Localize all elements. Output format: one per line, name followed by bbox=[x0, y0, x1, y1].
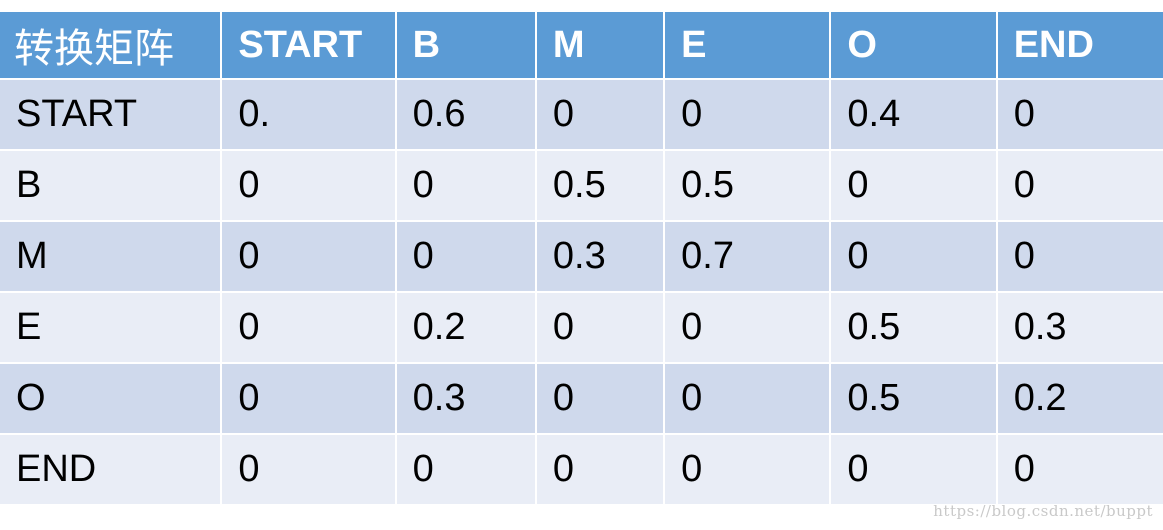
row-header: O bbox=[0, 364, 221, 433]
table-cell: 0 bbox=[997, 222, 1163, 291]
table-row: E 0 0.2 0 0 0.5 0.3 bbox=[0, 293, 1163, 362]
table-row: M 0 0 0.3 0.7 0 0 bbox=[0, 222, 1163, 291]
row-header: B bbox=[0, 151, 221, 220]
table-cell: 0. bbox=[222, 80, 395, 149]
table-cell: 0 bbox=[536, 364, 664, 433]
table-cell: 0 bbox=[997, 151, 1163, 220]
table-cell: 0 bbox=[997, 80, 1163, 149]
table-cell: 0 bbox=[665, 435, 830, 504]
table-cell: 0 bbox=[665, 364, 830, 433]
table-cell: 0.6 bbox=[396, 80, 535, 149]
table-cell: 0 bbox=[831, 435, 996, 504]
row-header: E bbox=[0, 293, 221, 362]
transition-matrix-table: 转换矩阵 START B M E O END START 0. 0.6 0 0 … bbox=[0, 10, 1163, 506]
table-cell: 0 bbox=[222, 151, 395, 220]
column-header: E bbox=[665, 12, 830, 78]
table-cell: 0.5 bbox=[831, 293, 996, 362]
table-cell: 0 bbox=[536, 293, 664, 362]
table-cell: 0.7 bbox=[665, 222, 830, 291]
column-header: START bbox=[222, 12, 395, 78]
table-row: START 0. 0.6 0 0 0.4 0 bbox=[0, 80, 1163, 149]
table-cell: 0.3 bbox=[997, 293, 1163, 362]
table-cell: 0 bbox=[222, 293, 395, 362]
table-cell: 0 bbox=[665, 293, 830, 362]
column-header: END bbox=[997, 12, 1163, 78]
header-row: 转换矩阵 START B M E O END bbox=[0, 12, 1163, 78]
table-cell: 0.2 bbox=[396, 293, 535, 362]
table-cell: 0.3 bbox=[396, 364, 535, 433]
column-header: O bbox=[831, 12, 996, 78]
table-cell: 0 bbox=[997, 435, 1163, 504]
row-header: END bbox=[0, 435, 221, 504]
transition-matrix-container: 转换矩阵 START B M E O END START 0. 0.6 0 0 … bbox=[0, 10, 1163, 506]
row-header: M bbox=[0, 222, 221, 291]
table-cell: 0.3 bbox=[536, 222, 664, 291]
table-cell: 0 bbox=[831, 222, 996, 291]
table-cell: 0.4 bbox=[831, 80, 996, 149]
corner-header: 转换矩阵 bbox=[0, 12, 221, 78]
table-cell: 0 bbox=[665, 80, 830, 149]
table-cell: 0 bbox=[222, 222, 395, 291]
table-cell: 0 bbox=[536, 80, 664, 149]
table-cell: 0 bbox=[396, 151, 535, 220]
table-cell: 0 bbox=[396, 435, 535, 504]
table-cell: 0 bbox=[396, 222, 535, 291]
row-header: START bbox=[0, 80, 221, 149]
table-row: B 0 0 0.5 0.5 0 0 bbox=[0, 151, 1163, 220]
table-cell: 0.5 bbox=[831, 364, 996, 433]
table-cell: 0 bbox=[222, 435, 395, 504]
column-header: M bbox=[536, 12, 664, 78]
column-header: B bbox=[396, 12, 535, 78]
table-row: END 0 0 0 0 0 0 bbox=[0, 435, 1163, 504]
table-cell: 0 bbox=[536, 435, 664, 504]
table-cell: 0.2 bbox=[997, 364, 1163, 433]
table-cell: 0 bbox=[831, 151, 996, 220]
table-cell: 0.5 bbox=[665, 151, 830, 220]
table-cell: 0.5 bbox=[536, 151, 664, 220]
table-row: O 0 0.3 0 0 0.5 0.2 bbox=[0, 364, 1163, 433]
watermark-url: https://blog.csdn.net/buppt bbox=[933, 502, 1153, 520]
table-cell: 0 bbox=[222, 364, 395, 433]
